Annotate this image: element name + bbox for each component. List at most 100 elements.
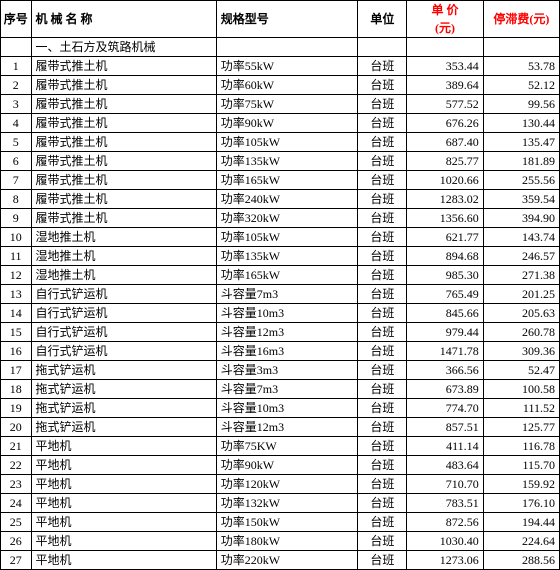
- table-row: 4履带式推土机功率90kW台班676.26130.44: [1, 114, 560, 133]
- table-row: 1履带式推土机功率55kW台班353.4453.78: [1, 57, 560, 76]
- table-row: 18拖式铲运机斗容量7m3台班673.89100.58: [1, 380, 560, 399]
- cell-unit: 台班: [358, 361, 407, 380]
- cell-unit: 台班: [358, 171, 407, 190]
- cell-seq: 14: [1, 304, 32, 323]
- section-seq: [1, 38, 32, 57]
- table-row: 5履带式推土机功率105kW台班687.40135.47: [1, 133, 560, 152]
- cell-seq: 9: [1, 209, 32, 228]
- cell-name: 湿地推土机: [31, 228, 216, 247]
- cell-fee: 288.56: [483, 551, 559, 570]
- cell-fee: 271.38: [483, 266, 559, 285]
- cell-seq: 23: [1, 475, 32, 494]
- cell-spec: 功率132kW: [216, 494, 358, 513]
- cell-seq: 25: [1, 513, 32, 532]
- cell-seq: 10: [1, 228, 32, 247]
- cell-name: 自行式铲运机: [31, 285, 216, 304]
- cell-fee: 205.63: [483, 304, 559, 323]
- cell-name: 平地机: [31, 551, 216, 570]
- table-row: 24平地机功率132kW台班783.51176.10: [1, 494, 560, 513]
- cell-seq: 6: [1, 152, 32, 171]
- cell-spec: 功率75KW: [216, 437, 358, 456]
- cell-price: 774.70: [407, 399, 483, 418]
- cell-seq: 5: [1, 133, 32, 152]
- cell-price: 353.44: [407, 57, 483, 76]
- cell-fee: 52.12: [483, 76, 559, 95]
- header-seq: 序号: [1, 1, 32, 38]
- cell-spec: 功率105kW: [216, 228, 358, 247]
- cell-seq: 26: [1, 532, 32, 551]
- cell-spec: 功率60kW: [216, 76, 358, 95]
- table-row: 10湿地推土机功率105kW台班621.77143.74: [1, 228, 560, 247]
- cell-spec: 功率165kW: [216, 171, 358, 190]
- table-row: 12湿地推土机功率165kW台班985.30271.38: [1, 266, 560, 285]
- cell-name: 履带式推土机: [31, 95, 216, 114]
- cell-seq: 24: [1, 494, 32, 513]
- cell-seq: 8: [1, 190, 32, 209]
- table-row: 21平地机功率75KW台班411.14116.78: [1, 437, 560, 456]
- cell-seq: 21: [1, 437, 32, 456]
- section-fee: [483, 38, 559, 57]
- cell-spec: 斗容量7m3: [216, 285, 358, 304]
- cell-price: 894.68: [407, 247, 483, 266]
- cell-unit: 台班: [358, 304, 407, 323]
- table-row: 22平地机功率90kW台班483.64115.70: [1, 456, 560, 475]
- cell-price: 1020.66: [407, 171, 483, 190]
- cell-fee: 194.44: [483, 513, 559, 532]
- table-row: 8履带式推土机功率240kW台班1283.02359.54: [1, 190, 560, 209]
- cell-name: 自行式铲运机: [31, 304, 216, 323]
- cell-unit: 台班: [358, 494, 407, 513]
- table-row: 26平地机功率180kW台班1030.40224.64: [1, 532, 560, 551]
- cell-spec: 斗容量12m3: [216, 418, 358, 437]
- cell-price: 1273.06: [407, 551, 483, 570]
- cell-unit: 台班: [358, 342, 407, 361]
- cell-unit: 台班: [358, 57, 407, 76]
- header-spec: 规格型号: [216, 1, 358, 38]
- cell-spec: 斗容量7m3: [216, 380, 358, 399]
- cell-seq: 3: [1, 95, 32, 114]
- cell-seq: 16: [1, 342, 32, 361]
- cell-unit: 台班: [358, 209, 407, 228]
- cell-spec: 功率120kW: [216, 475, 358, 494]
- cell-spec: 斗容量16m3: [216, 342, 358, 361]
- cell-name: 平地机: [31, 437, 216, 456]
- cell-unit: 台班: [358, 513, 407, 532]
- cell-price: 411.14: [407, 437, 483, 456]
- cell-fee: 176.10: [483, 494, 559, 513]
- cell-name: 拖式铲运机: [31, 361, 216, 380]
- cell-price: 676.26: [407, 114, 483, 133]
- cell-seq: 13: [1, 285, 32, 304]
- cell-seq: 7: [1, 171, 32, 190]
- cell-fee: 260.78: [483, 323, 559, 342]
- machinery-table: 序号 机 械 名 称 规格型号 单位 单 价(元) 停滞费(元) 一、土石方及筑…: [0, 0, 560, 570]
- cell-fee: 181.89: [483, 152, 559, 171]
- cell-seq: 20: [1, 418, 32, 437]
- section-row: 一、土石方及筑路机械: [1, 38, 560, 57]
- cell-spec: 功率220kW: [216, 551, 358, 570]
- header-name: 机 械 名 称: [31, 1, 216, 38]
- table-body: 一、土石方及筑路机械 1履带式推土机功率55kW台班353.4453.782履带…: [1, 38, 560, 570]
- table-row: 9履带式推土机功率320kW台班1356.60394.90: [1, 209, 560, 228]
- cell-spec: 功率320kW: [216, 209, 358, 228]
- cell-price: 857.51: [407, 418, 483, 437]
- cell-seq: 15: [1, 323, 32, 342]
- table-row: 15自行式铲运机斗容量12m3台班979.44260.78: [1, 323, 560, 342]
- cell-seq: 22: [1, 456, 32, 475]
- cell-unit: 台班: [358, 95, 407, 114]
- cell-unit: 台班: [358, 76, 407, 95]
- cell-price: 483.64: [407, 456, 483, 475]
- cell-price: 1471.78: [407, 342, 483, 361]
- cell-name: 自行式铲运机: [31, 323, 216, 342]
- table-row: 27平地机功率220kW台班1273.06288.56: [1, 551, 560, 570]
- cell-price: 783.51: [407, 494, 483, 513]
- header-fee: 停滞费(元): [483, 1, 559, 38]
- cell-spec: 功率135kW: [216, 152, 358, 171]
- cell-fee: 394.90: [483, 209, 559, 228]
- cell-fee: 53.78: [483, 57, 559, 76]
- cell-spec: 斗容量3m3: [216, 361, 358, 380]
- cell-name: 拖式铲运机: [31, 418, 216, 437]
- cell-unit: 台班: [358, 475, 407, 494]
- cell-name: 拖式铲运机: [31, 380, 216, 399]
- cell-seq: 4: [1, 114, 32, 133]
- cell-name: 平地机: [31, 532, 216, 551]
- cell-fee: 135.47: [483, 133, 559, 152]
